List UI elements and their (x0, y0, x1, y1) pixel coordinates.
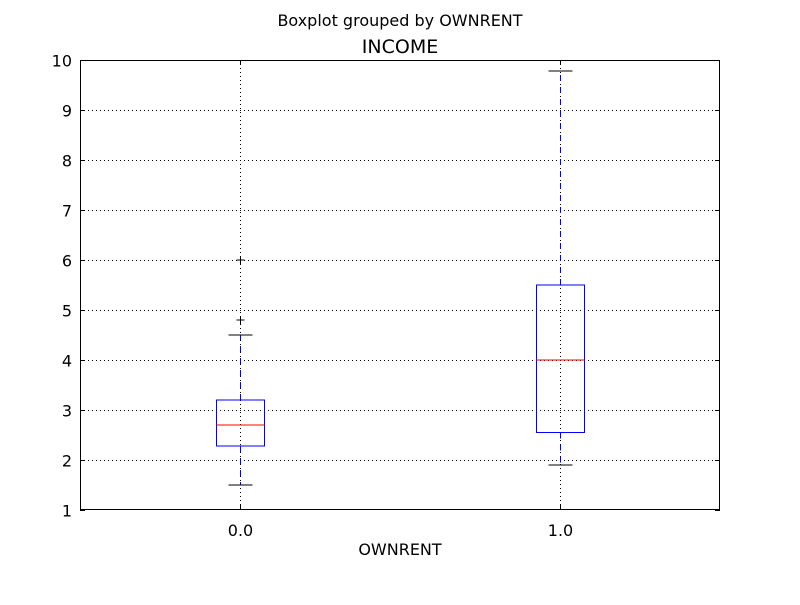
y-tick-label: 5 (62, 302, 72, 321)
y-tick-label: 4 (62, 352, 72, 371)
box (536, 284, 585, 433)
chart-title: INCOME (362, 36, 438, 58)
y-tick-label: 8 (62, 152, 72, 171)
y-tick-label: 2 (62, 452, 72, 471)
y-tick-label: 3 (62, 402, 72, 421)
x-tick-label: 0.0 (228, 521, 253, 540)
x-axis-label: OWNRENT (358, 540, 442, 559)
y-tick-label: 10 (52, 52, 72, 71)
plot-frame (80, 60, 720, 510)
plot-area: 1 2 3 4 5 6 7 8 9 10 0.0 1.0 (52, 52, 720, 540)
y-tick-label: 9 (62, 102, 72, 121)
y-tick-label: 7 (62, 202, 72, 221)
y-tick-label: 1 (62, 502, 72, 521)
x-tick-label: 1.0 (548, 521, 573, 540)
chart-suptitle: Boxplot grouped by OWNRENT (277, 11, 522, 30)
box (216, 399, 265, 447)
y-tick-label: 6 (62, 252, 72, 271)
